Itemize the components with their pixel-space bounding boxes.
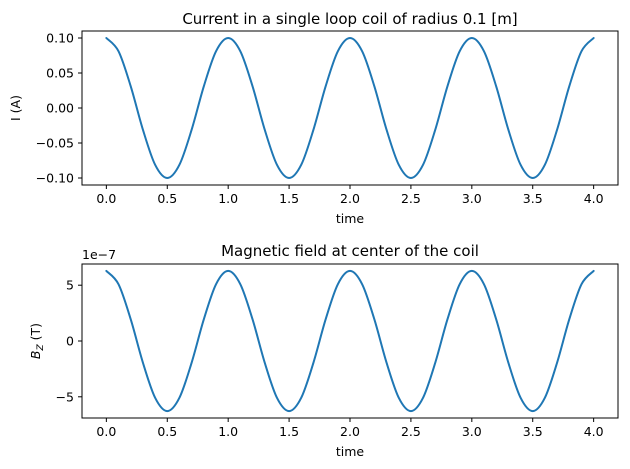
x-tick-label: 2.0 (340, 424, 360, 439)
x-tick-label: 1.5 (279, 424, 299, 439)
y-axis: −0.10 −0.05 0.00 0.05 0.10 (36, 31, 82, 186)
x-tick-label: 4.0 (584, 424, 604, 439)
x-tick-label: 1.5 (279, 191, 299, 206)
chart-title: Magnetic field at center of the coil (221, 242, 479, 260)
chart-magnetic-field: Magnetic field at center of the coil 1e−… (28, 242, 619, 459)
plot-frame (81, 263, 619, 419)
y-offset-label: 1e−7 (82, 247, 116, 262)
x-axis-label: time (336, 211, 365, 226)
x-tick-label: 3.0 (462, 191, 482, 206)
x-tick-label: 1.0 (218, 191, 238, 206)
x-tick-label: 3.5 (523, 191, 543, 206)
x-tick-label: 1.0 (218, 424, 238, 439)
plot-frame (81, 30, 619, 186)
current-line (105, 37, 595, 179)
x-axis: 0.0 0.5 1.0 1.5 2.0 2.5 3.0 3.5 4.0 (96, 185, 604, 206)
x-tick-label: 4.0 (584, 191, 604, 206)
x-axis-label: time (336, 444, 365, 459)
magnetic-field-line (105, 269, 595, 413)
x-tick-label: 0.5 (157, 424, 177, 439)
y-tick-label: 5 (66, 278, 74, 293)
y-axis-label-unit: (T) (28, 323, 43, 344)
x-tick-label: 3.0 (462, 424, 482, 439)
y-tick-label: 0.10 (46, 31, 74, 46)
x-tick-label: 2.5 (401, 424, 421, 439)
y-tick-label: −0.05 (36, 136, 74, 151)
y-tick-label: −5 (56, 389, 74, 404)
y-axis-label: BZ (T) (28, 323, 46, 359)
chart-current: Current in a single loop coil of radius … (8, 10, 619, 226)
x-tick-label: 3.5 (523, 424, 543, 439)
x-tick-label: 2.0 (340, 191, 360, 206)
y-tick-label: 0.00 (46, 101, 74, 116)
chart-title: Current in a single loop coil of radius … (182, 10, 517, 28)
x-tick-label: 2.5 (401, 191, 421, 206)
y-tick-label: −0.10 (36, 171, 74, 186)
x-tick-label: 0.0 (96, 191, 116, 206)
y-tick-label: 0.05 (46, 66, 74, 81)
y-axis-label-sub: Z (36, 343, 46, 351)
x-tick-label: 0.5 (157, 191, 177, 206)
y-axis-label: I (A) (8, 95, 23, 121)
y-axis-label-main: B (28, 350, 43, 359)
y-axis: −5 0 5 (56, 278, 82, 404)
x-axis: 0.0 0.5 1.0 1.5 2.0 2.5 3.0 3.5 4.0 (96, 418, 604, 439)
x-tick-label: 0.0 (96, 424, 116, 439)
y-tick-label: 0 (66, 334, 74, 349)
